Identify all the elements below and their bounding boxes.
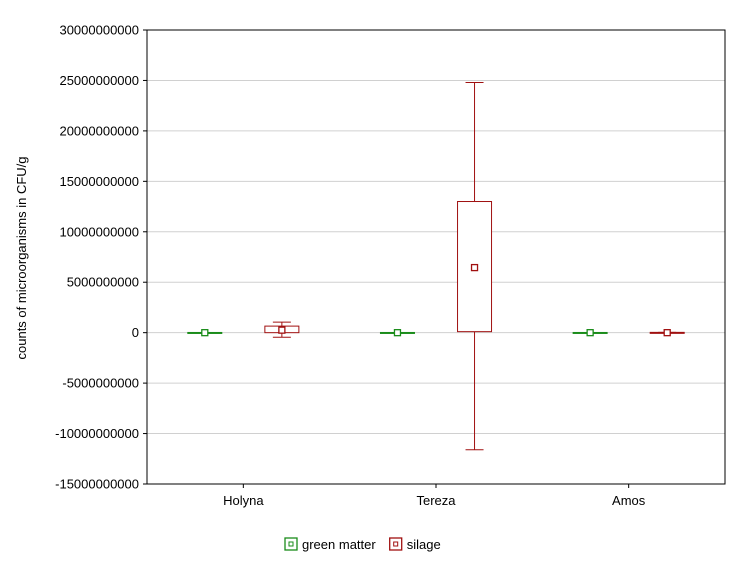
legend-label: silage — [407, 537, 441, 552]
legend-label: green matter — [302, 537, 376, 552]
y-tick-label: 20000000000 — [59, 123, 139, 138]
box-tereza-green-matter — [379, 329, 415, 337]
box-holyna-green-matter — [187, 329, 223, 337]
y-tick-label: 0 — [132, 325, 139, 340]
box-holyna-silage — [264, 321, 300, 338]
median-marker — [393, 329, 402, 337]
y-tick-label: -15000000000 — [55, 477, 139, 492]
grid-lines — [147, 79, 725, 435]
y-tick-label: 5000000000 — [67, 275, 139, 290]
legend: green matter silage — [284, 537, 441, 552]
x-tick-labels: Holyna Tereza Amos — [223, 484, 646, 508]
y-tick-label: -5000000000 — [62, 376, 139, 391]
box-amos-silage — [649, 329, 685, 337]
median-marker — [201, 329, 209, 337]
legend-item-green-matter: green matter — [284, 537, 376, 552]
x-tick-label: Tereza — [416, 493, 456, 508]
median-marker — [586, 329, 594, 337]
y-tick-label: 30000000000 — [59, 23, 139, 38]
box-amos-green-matter — [572, 329, 608, 337]
y-tick-label: 25000000000 — [59, 73, 139, 88]
median-marker — [278, 326, 286, 334]
boxes — [187, 81, 685, 451]
legend-swatch-inner — [393, 541, 399, 547]
median-marker — [663, 329, 671, 337]
x-tick-label: Amos — [612, 493, 646, 508]
y-tick-label: -10000000000 — [55, 426, 139, 441]
y-axis-title: counts of microorganisms in CFU/g — [14, 156, 29, 359]
y-tick-label: 10000000000 — [59, 224, 139, 239]
legend-swatch-inner — [288, 541, 294, 547]
x-tick-label: Holyna — [223, 493, 264, 508]
box-tereza-silage — [457, 81, 493, 451]
y-tick-labels: 30000000000 25000000000 20000000000 1500000… — [55, 23, 147, 492]
plot-frame — [146, 29, 726, 485]
y-tick-label: 15000000000 — [59, 174, 139, 189]
legend-item-silage: silage — [389, 537, 441, 552]
median-marker — [470, 263, 479, 272]
